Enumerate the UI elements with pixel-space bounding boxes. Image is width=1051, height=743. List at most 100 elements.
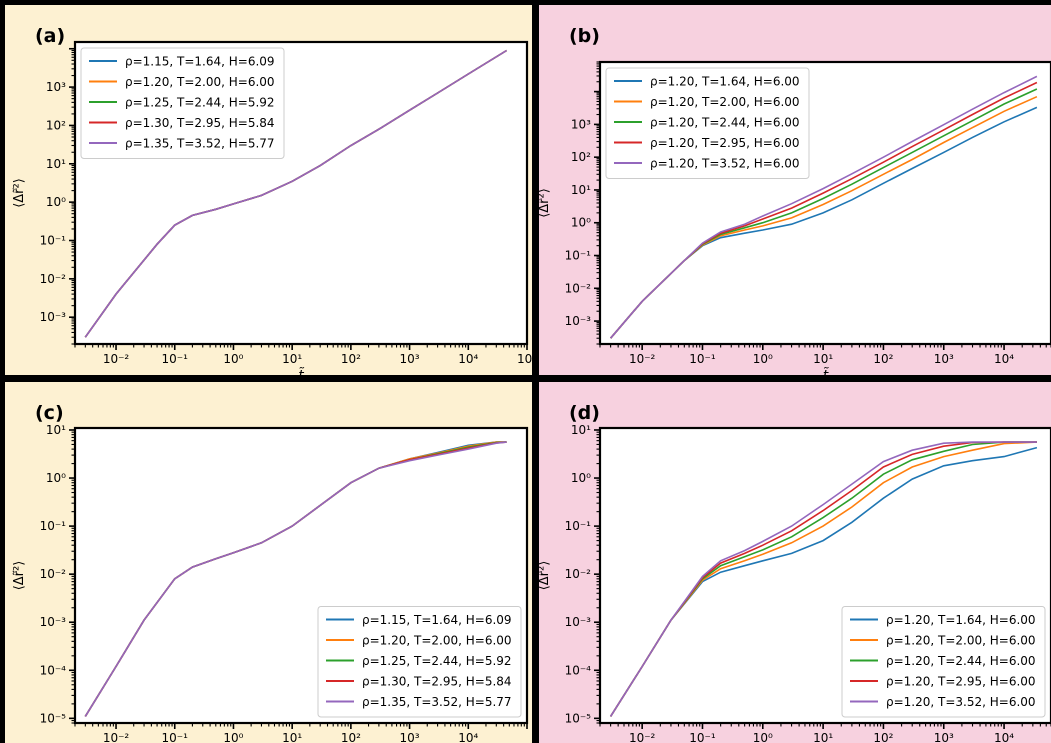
x-tick-label: 10³ xyxy=(934,731,954,743)
x-tick-label: 10⁻¹ xyxy=(689,352,716,366)
series-line-5 xyxy=(609,441,1037,717)
legend-entry: ρ=1.20, T=3.52, H=6.00 xyxy=(650,157,800,171)
legend-entry: ρ=1.15, T=1.64, H=6.09 xyxy=(362,613,512,627)
legend-entry: ρ=1.20, T=2.44, H=6.00 xyxy=(886,654,1036,668)
x-tick-label: 10¹ xyxy=(813,731,833,743)
x-tick-label: 10⁻² xyxy=(629,731,656,743)
y-tick-label: 10⁻² xyxy=(565,567,592,581)
y-tick-label: 10⁻³ xyxy=(565,615,592,629)
panel-label: (b) xyxy=(569,25,600,47)
y-tick-label: 10¹ xyxy=(46,423,66,437)
legend: ρ=1.15, T=1.64, H=6.09 ρ=1.20, T=2.00, H=… xyxy=(80,47,285,159)
y-tick-label: 10¹ xyxy=(571,423,591,437)
panel-label: (d) xyxy=(569,402,600,424)
y-tick-label: 10⁻² xyxy=(40,272,67,286)
y-axis-label: ⟨Δr̃²⟩ xyxy=(537,561,552,591)
legend-entry: ρ=1.15, T=1.64, H=6.09 xyxy=(125,55,275,69)
legend-entry: ρ=1.20, T=2.00, H=6.00 xyxy=(362,634,512,648)
x-tick-label: 10⁻² xyxy=(629,352,656,366)
legend: ρ=1.20, T=1.64, H=6.00 ρ=1.20, T=2.00, H=… xyxy=(605,67,810,179)
x-tick-label: 10² xyxy=(341,731,361,743)
y-tick-label: 10² xyxy=(571,150,591,164)
legend: ρ=1.15, T=1.64, H=6.09 ρ=1.20, T=2.00, H=… xyxy=(317,606,522,718)
legend-entry: ρ=1.35, T=3.52, H=5.77 xyxy=(125,137,275,151)
x-tick-label: 10² xyxy=(341,352,361,366)
y-tick-label: 10² xyxy=(46,118,66,132)
y-tick-label: 10⁻³ xyxy=(40,310,67,324)
legend-entry: ρ=1.20, T=1.64, H=6.00 xyxy=(650,75,800,89)
y-tick-label: 10⁻² xyxy=(565,281,592,295)
y-tick-label: 10⁻¹ xyxy=(40,519,67,533)
y-tick-label: 10⁰ xyxy=(571,471,591,485)
legend-entry: ρ=1.25, T=2.44, H=5.92 xyxy=(125,96,275,110)
x-tick-label: 10⁴ xyxy=(994,731,1014,743)
series-line-5 xyxy=(609,75,1038,339)
legend-entry: ρ=1.20, T=2.00, H=6.00 xyxy=(650,95,800,109)
y-axis-label: ⟨Δr̃²⟩ xyxy=(12,178,27,208)
legend-entry: ρ=1.20, T=3.52, H=6.00 xyxy=(886,695,1036,709)
legend-box xyxy=(317,606,522,718)
y-tick-label: 10³ xyxy=(571,117,591,131)
y-tick-label: 10³ xyxy=(46,80,66,94)
x-axis-label: t̃ xyxy=(298,367,305,384)
x-tick-label: 10⁰ xyxy=(753,731,773,743)
x-tick-label: 10¹ xyxy=(282,731,302,743)
x-tick-label: 10² xyxy=(873,352,893,366)
y-tick-label: 10⁻⁴ xyxy=(565,663,592,677)
x-tick-label: 10⁴ xyxy=(458,352,478,366)
series-line-5 xyxy=(84,441,507,717)
x-tick-label: 10⁻² xyxy=(103,352,130,366)
x-tick-label: 10⁰ xyxy=(753,352,773,366)
x-tick-label: 10⁻¹ xyxy=(162,731,189,743)
x-tick-label: 10³ xyxy=(934,352,954,366)
legend-entry: ρ=1.25, T=2.44, H=5.92 xyxy=(362,654,512,668)
legend: ρ=1.20, T=1.64, H=6.00 ρ=1.20, T=2.00, H=… xyxy=(841,606,1046,718)
y-tick-label: 10⁻⁵ xyxy=(40,711,67,725)
x-tick-label: 10⁴ xyxy=(458,731,478,743)
legend-entry: ρ=1.30, T=2.95, H=5.84 xyxy=(362,675,512,689)
x-tick-label: 10² xyxy=(873,731,893,743)
x-tick-label: 10⁻¹ xyxy=(689,731,716,743)
x-tick-label: 10¹ xyxy=(282,352,302,366)
y-tick-label: 10⁰ xyxy=(46,471,66,485)
series-line-5 xyxy=(84,49,508,338)
y-tick-label: 10⁻¹ xyxy=(565,519,592,533)
x-axis-label: t̃ xyxy=(823,367,830,384)
y-axis-label: ⟨Δr̃²⟩ xyxy=(537,188,552,218)
y-tick-label: 10⁻³ xyxy=(40,615,67,629)
panel-b: (b) 10⁻² 10⁻¹ 10⁰ 10¹ 10² 10³ 10⁴ t̃ 10⁻³ 10⁻² 10⁻¹… xyxy=(537,5,1051,384)
x-tick-label: 10⁰ xyxy=(223,731,243,743)
x-tick-label: 10⁰ xyxy=(223,352,243,366)
legend-entry: ρ=1.20, T=2.95, H=6.00 xyxy=(886,675,1036,689)
legend-entry: ρ=1.20, T=2.00, H=6.00 xyxy=(125,75,275,89)
y-tick-label: 10⁰ xyxy=(571,216,591,230)
y-tick-label: 10⁻¹ xyxy=(40,233,67,247)
panel-a: (a) 10⁻² 10⁻¹ 10⁰ 10¹ 10² 10³ 10⁴ 10⁵ t̃ 10⁻³ 10⁻² 1… xyxy=(5,5,537,384)
y-tick-label: 10⁻⁵ xyxy=(565,711,592,725)
y-tick-label: 10⁰ xyxy=(46,195,66,209)
x-tick-label: 10⁻² xyxy=(103,731,130,743)
panel-c: (c)10⁻²10⁻¹10⁰10¹10²10³10⁴t̃10⁻⁵10⁻⁴10⁻³… xyxy=(5,382,532,743)
legend-entry: ρ=1.20, T=1.64, H=6.00 xyxy=(886,613,1036,627)
legend-entry: ρ=1.20, T=2.00, H=6.00 xyxy=(886,634,1036,648)
x-tick-label: 10⁴ xyxy=(994,352,1014,366)
legend-box xyxy=(605,67,810,179)
x-tick-label: 10¹ xyxy=(813,352,833,366)
panel-label: (c) xyxy=(35,402,64,424)
y-tick-label: 10⁻¹ xyxy=(565,249,592,263)
x-tick-label: 10³ xyxy=(400,731,420,743)
legend-entry: ρ=1.30, T=2.95, H=5.84 xyxy=(125,116,275,130)
y-tick-label: 10¹ xyxy=(46,157,66,171)
x-tick-label: 10³ xyxy=(400,352,420,366)
legend-entry: ρ=1.20, T=2.44, H=6.00 xyxy=(650,116,800,130)
legend-entry: ρ=1.20, T=2.95, H=6.00 xyxy=(650,136,800,150)
legend-box xyxy=(841,606,1046,718)
x-tick-label: 10⁻¹ xyxy=(162,352,189,366)
x-tick-label: 10⁵ xyxy=(517,352,537,366)
panel-d: (d)10⁻²10⁻¹10⁰10¹10²10³10⁴t̃10⁻⁵10⁻⁴10⁻³… xyxy=(537,382,1051,743)
y-tick-label: 10⁻⁴ xyxy=(40,663,67,677)
legend-box xyxy=(80,47,285,159)
panel-label: (a) xyxy=(35,25,65,47)
y-tick-label: 10¹ xyxy=(571,183,591,197)
